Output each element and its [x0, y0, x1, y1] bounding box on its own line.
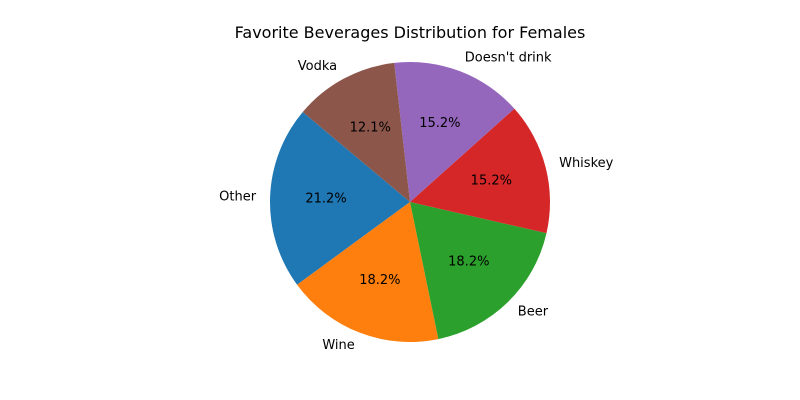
- slice-label-whiskey: Whiskey: [559, 156, 614, 171]
- slice-label-doesn-t-drink: Doesn't drink: [465, 51, 552, 66]
- pie-slice-doesn-t-drink: [394, 61, 515, 202]
- slice-percent-whiskey: 15.2%: [471, 173, 512, 188]
- slice-percent-beer: 18.2%: [448, 254, 489, 269]
- slice-label-vodka: Vodka: [298, 59, 337, 74]
- pie-slice-whiskey: [410, 108, 551, 234]
- slice-percent-vodka: 12.1%: [350, 120, 391, 135]
- slice-label-beer: Beer: [518, 304, 549, 319]
- chart-title: Favorite Beverages Distribution for Fema…: [235, 23, 586, 42]
- slice-label-other: Other: [219, 189, 257, 204]
- pie-slice-vodka: [302, 62, 410, 202]
- slice-percent-wine: 18.2%: [359, 273, 400, 288]
- pie-labels: Other 21.2% Wine 18.2% Beer 18.2% Whiskey 15.2%…: [219, 51, 613, 354]
- slice-percent-doesn-t-drink: 15.2%: [419, 116, 460, 131]
- slice-label-wine: Wine: [322, 338, 354, 353]
- pie-slice-other: [270, 112, 410, 285]
- pie-slices: [270, 61, 551, 342]
- pie-slice-beer: [410, 202, 547, 340]
- pie-slice-wine: [297, 202, 439, 342]
- slice-percent-other: 21.2%: [305, 192, 346, 207]
